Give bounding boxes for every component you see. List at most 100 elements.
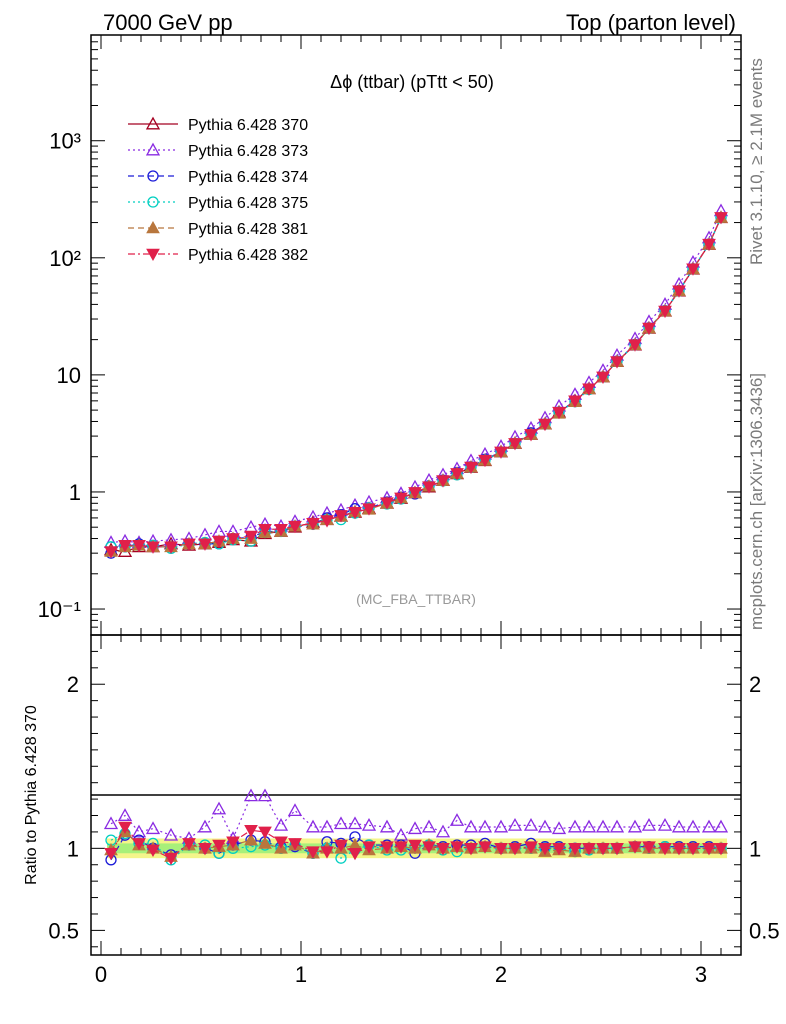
ratio-data-point [407,821,423,835]
ratio-data-point [197,819,213,833]
main-series-line [110,217,722,553]
main-series-2 [105,211,727,559]
ratio-data-point [393,827,409,841]
main-data-point [394,492,408,505]
ratio-data-point [347,816,363,830]
main-ytick-label: 10³ [49,129,81,154]
legend: Pythia 6.428 370 Pythia 6.428 373 Pythia 6… [128,116,308,264]
main-data-point [582,383,596,396]
ratio-xtick-label: 2 [495,962,507,987]
ratio-data-point [394,841,408,854]
ratio-data-point [288,838,302,851]
main-data-point [212,535,226,549]
main-ytick-label: 10⁻¹ [38,597,81,622]
ratio-data-point [211,801,227,815]
legend-label: Pythia 6.428 381 [188,221,308,238]
main-data-point [450,468,464,481]
ratio-data-point [449,813,465,826]
ratio-data-point [701,819,717,833]
ratio-data-point [702,843,716,856]
ratio-data-point [493,819,509,833]
ratio-data-point [243,788,259,802]
ratio-data-point [494,843,508,856]
ratio-data-point [258,826,272,839]
legend-label: Pythia 6.428 374 [188,169,308,186]
ratio-data-point [333,816,349,830]
ratio-series [103,788,729,866]
ratio-data-point [117,808,133,821]
main-data-point [182,538,196,551]
ratio-data-point [435,824,451,838]
main-data-point [464,461,478,475]
ratio-data-point [671,819,687,833]
main-data-point [164,541,178,554]
ratio-xtick-label: 0 [95,962,107,987]
ratio-data-point [212,839,226,853]
ratio-data-point [103,816,119,830]
legend-label: Pythia 6.428 375 [188,195,308,212]
ratio-data-point [258,836,272,849]
main-series-line [110,217,722,553]
ratio-data-point [596,843,610,856]
ratio-data-point [164,852,178,866]
legend-marker [146,220,160,234]
main-title: Δϕ (ttbar) (pTtt < 50) [330,72,494,92]
main-data-point [274,523,288,537]
legend-entry: Pythia 6.428 382 [128,247,308,264]
main-ytick-label: 10² [49,246,81,271]
ratio-data-point [380,841,394,854]
main-data-point [508,438,522,451]
ratio-data-point [714,843,728,856]
main-series-line [110,217,722,554]
ratio-data-point [198,843,212,856]
main-data-point [596,371,610,384]
legend-label: Pythia 6.428 370 [188,117,308,134]
main-data-point [702,238,716,252]
ratio-xtick-label: 1 [295,962,307,987]
ratio-data-point [306,846,320,859]
main-ytick-label: 1 [69,480,81,505]
main-axis-ticks: 10⁻¹ 1 10 10² 10³ [38,34,742,636]
ratio-ytick-label-right: 2 [749,672,761,697]
ratio-frame [90,634,742,956]
main-series-line [110,217,722,553]
ratio-data-point [581,819,597,833]
legend-marker [145,142,161,156]
ratio-data-point [567,819,583,833]
main-data-point [494,446,508,459]
ratio-data-point [104,847,118,861]
main-data-point [288,520,302,534]
main-data-point [610,356,624,369]
main-data-point [686,263,700,276]
ratio-data-point [163,827,179,841]
ratio-data-point [672,843,686,856]
ratio-ytick-label-left: 1 [67,836,79,861]
main-data-point [422,481,436,494]
main-data-point [408,487,422,500]
ratio-data-point [477,819,493,833]
ratio-data-point [658,843,672,856]
legend-entry: Pythia 6.428 381 [128,220,308,238]
main-data-point [334,510,348,523]
ratio-series-0 [103,788,729,844]
ratio-data-point [713,819,729,833]
ratio-data-point [551,821,567,835]
ratio-data-point [538,843,552,856]
main-data-point [226,533,240,546]
ratio-data-point [226,836,240,849]
main-data-point [436,475,450,488]
main-series-line [110,210,722,544]
ratio-data-point [627,819,643,833]
ratio-data-point [610,843,624,856]
main-data-point [524,429,538,442]
ratio-data-point [582,843,596,856]
ratio-data-point [132,838,146,851]
ratio-data-point [478,841,492,854]
legend-entry: Pythia 6.428 373 [128,142,308,160]
ratio-data-point [641,818,657,831]
ratio-data-point [657,818,673,831]
main-data-point [132,540,146,553]
ratio-data-point [287,803,303,817]
main-data-point [104,546,118,559]
ratio-data-point [464,843,478,856]
